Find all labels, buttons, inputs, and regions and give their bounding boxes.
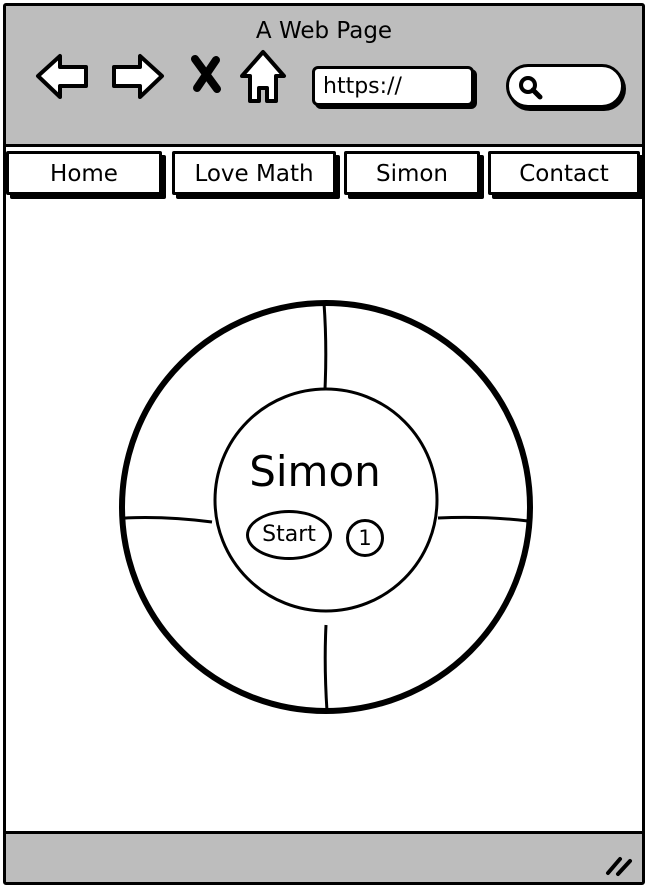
resize-grip-icon[interactable] bbox=[604, 853, 634, 877]
search-input[interactable] bbox=[506, 64, 624, 108]
forward-arrow-icon[interactable] bbox=[108, 50, 166, 102]
simon-pad-left[interactable] bbox=[123, 516, 213, 524]
window-title: A Web Page bbox=[255, 18, 393, 44]
nav-tabs: Home Love Math Simon Contact bbox=[6, 147, 642, 205]
simon-pad-bottom[interactable] bbox=[323, 624, 329, 712]
url-input[interactable]: https:// bbox=[312, 66, 474, 106]
tab-love-math[interactable]: Love Math bbox=[172, 151, 336, 195]
simon-center bbox=[213, 387, 439, 613]
start-button[interactable]: Start bbox=[246, 510, 332, 560]
tab-contact[interactable]: Contact bbox=[488, 151, 640, 195]
simon-pad-top[interactable] bbox=[322, 302, 328, 390]
simon-pad-right[interactable] bbox=[437, 515, 529, 523]
count-badge: 1 bbox=[346, 519, 384, 557]
back-arrow-icon[interactable] bbox=[34, 50, 92, 102]
page-content: Simon Start 1 bbox=[6, 205, 642, 831]
tab-home[interactable]: Home bbox=[6, 151, 162, 195]
home-icon[interactable] bbox=[238, 48, 288, 106]
tab-simon[interactable]: Simon bbox=[344, 151, 480, 195]
status-bar bbox=[6, 831, 642, 882]
browser-window: A Web Page https:// Home Love Math bbox=[3, 3, 645, 885]
browser-toolbar: A Web Page https:// bbox=[6, 6, 642, 147]
close-icon[interactable] bbox=[190, 54, 222, 94]
simon-board bbox=[119, 300, 533, 714]
game-title: Simon bbox=[249, 447, 381, 496]
search-icon bbox=[519, 76, 543, 100]
